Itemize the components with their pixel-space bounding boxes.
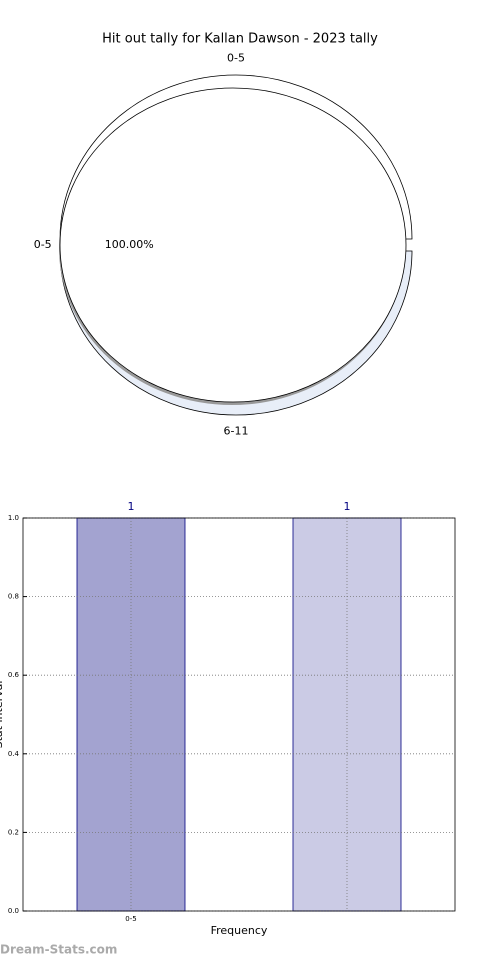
- chart-title: Hit out tally for Kallan Dawson - 2023 t…: [102, 32, 378, 47]
- bar-value-label: 1: [128, 500, 135, 513]
- y-tick-label: 0.8: [8, 593, 19, 601]
- y-tick-label: 1.0: [8, 514, 19, 522]
- bar: [292, 517, 402, 912]
- pie-label: 0-5: [227, 52, 245, 65]
- pie-value-label: 100.00%: [105, 238, 154, 251]
- y-axis-label: Stat interval: [0, 681, 5, 749]
- x-axis-label: Frequency: [211, 924, 268, 937]
- bar: [76, 517, 186, 912]
- plot-frame: [22, 517, 456, 912]
- pie-label: 6-11: [224, 424, 249, 437]
- y-tick-label: 0.4: [8, 750, 20, 758]
- watermark: Dream-Stats.com: [0, 943, 117, 957]
- bar-value-label: 1: [344, 500, 351, 513]
- y-tick-label: 0.6: [8, 671, 20, 679]
- pie-label: 0-5: [34, 238, 52, 251]
- x-tick-label: 0-5: [125, 915, 136, 923]
- y-tick-label: 0.2: [8, 828, 19, 836]
- pie-slice: [59, 87, 407, 403]
- y-tick-label: 0.0: [8, 907, 19, 915]
